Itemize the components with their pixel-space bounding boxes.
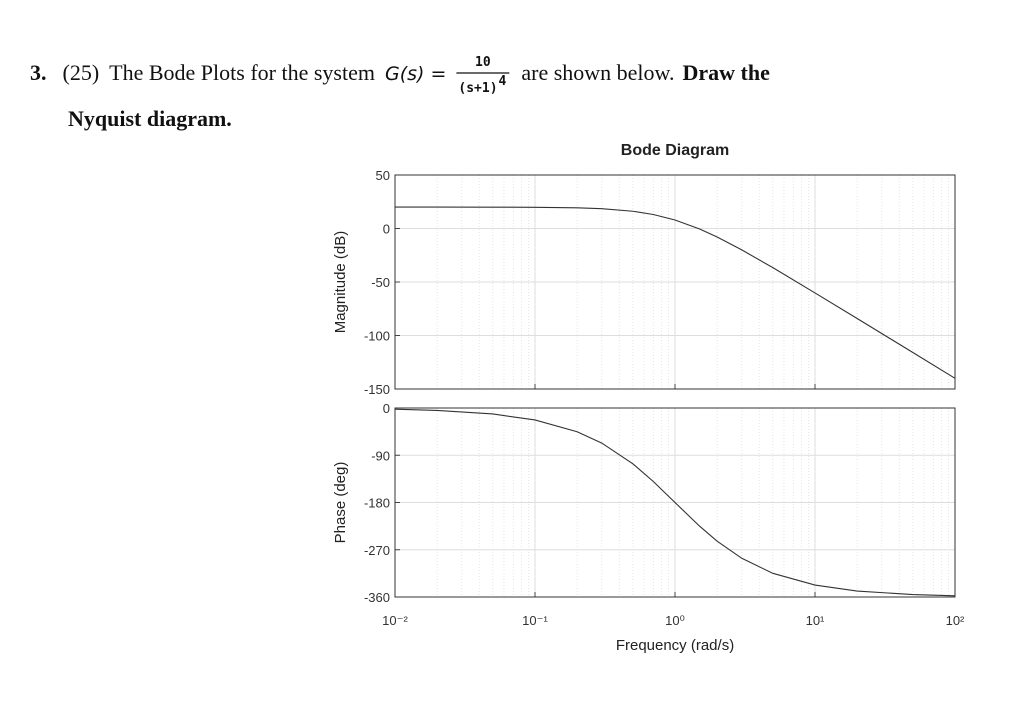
numerator: 10 <box>475 55 491 70</box>
formula: G(s) = <box>385 63 446 85</box>
plot-frame <box>394 407 956 598</box>
x-tick-label: 10¹ <box>806 613 825 628</box>
y-axis-label: Magnitude (dB) <box>332 231 349 334</box>
x-tick-label: 10⁻¹ <box>522 613 548 628</box>
question-text: are shown below. <box>521 60 674 85</box>
y-tick-label: 0 <box>383 401 390 416</box>
x-tick-label: 10² <box>946 613 965 628</box>
denominator: (s+1) <box>458 81 497 96</box>
x-axis-label: Frequency (rad/s) <box>616 637 734 654</box>
instruction: Draw the <box>683 60 771 85</box>
y-tick-label: -270 <box>364 543 390 558</box>
y-tick-label: 50 <box>376 168 390 183</box>
x-tick-label: 10⁻² <box>382 613 408 628</box>
y-tick-label: -100 <box>364 329 390 344</box>
y-tick-label: 0 <box>383 222 390 237</box>
y-tick-label: -360 <box>364 590 390 605</box>
plot-frame <box>394 174 956 390</box>
chart-title: Bode Diagram <box>621 142 729 159</box>
y-tick-label: -50 <box>371 275 390 290</box>
question-text: The Bode Plots for the system <box>109 60 375 85</box>
y-tick-label: -150 <box>364 382 390 397</box>
y-tick-label: -180 <box>364 496 390 511</box>
exponent: 4 <box>499 74 507 89</box>
curve <box>394 206 956 379</box>
question-number: 3. <box>30 60 47 85</box>
x-tick-label: 10⁰ <box>665 613 685 628</box>
y-tick-label: -90 <box>371 448 390 463</box>
y-axis-label: Phase (deg) <box>332 462 349 544</box>
instruction: Nyquist diagram. <box>68 106 232 131</box>
question-points: (25) <box>63 60 100 85</box>
curve <box>394 408 956 597</box>
